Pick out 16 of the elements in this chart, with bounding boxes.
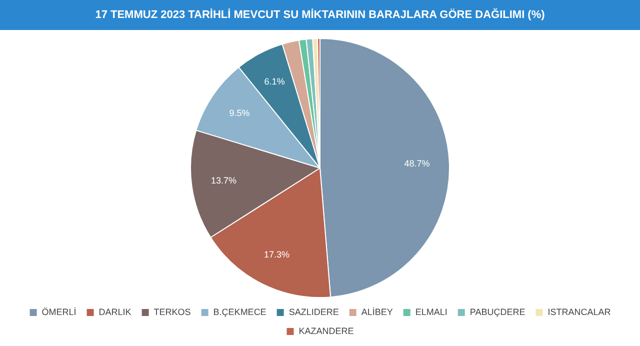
chart-title: 17 TEMMUZ 2023 TARİHLİ MEVCUT SU MİKTARININ BARAJLARA GÖRE DAĞILIMI (%) (0, 0, 640, 30)
legend-label: PABUÇDERE (470, 306, 526, 317)
legend-label: ISTRANCALAR (548, 306, 612, 317)
legend-label: ELMALI (415, 306, 448, 317)
legend-label: KAZANDERE (298, 326, 354, 336)
data-label: 6.1% (264, 76, 285, 87)
data-label: 13.7% (210, 176, 237, 186)
data-label: 17.3% (264, 249, 290, 260)
legend-label: ÖMERLİ (42, 306, 76, 317)
data-label: 9.5% (229, 108, 250, 118)
data-label: 48.7% (404, 158, 430, 169)
legend-label: ALİBEY (361, 306, 393, 317)
legend-label: B.ÇEKMECE (213, 306, 266, 317)
legend-label: TERKOS (154, 306, 191, 317)
legend-label: DARLIK (98, 306, 132, 317)
legend-label: SAZLIDERE (288, 306, 339, 317)
